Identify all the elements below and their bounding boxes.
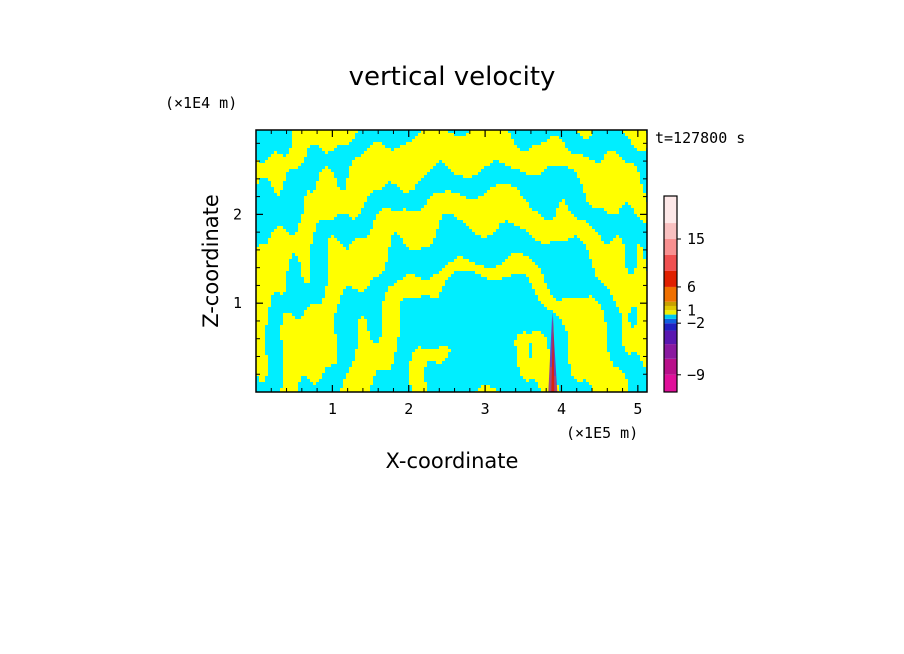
x-axis-label: X-coordinate [386, 449, 519, 473]
colorbar-segment [664, 344, 677, 359]
y-tick-label: 1 [233, 294, 242, 312]
colorbar-segment [664, 196, 677, 224]
chart-title: vertical velocity [349, 62, 556, 92]
colorbar-segment [664, 223, 677, 240]
colorbar-segment [664, 254, 677, 271]
x-tick-label: 1 [328, 400, 337, 418]
colorbar-segment [664, 318, 677, 324]
colorbar-segment [664, 314, 677, 319]
colorbar-tick-label: 1 [687, 301, 696, 319]
colorbar-segment [664, 286, 677, 302]
y-axis-label: Z-coordinate [199, 194, 223, 328]
colorbar-segment [664, 358, 677, 375]
axes: 1 2 3 4 5 1 2 [233, 130, 647, 418]
colorbar: 15 6 1−2 −9 [663, 195, 705, 393]
x-tick-label: 5 [633, 400, 642, 418]
colorbar-tick-label: −2 [687, 314, 705, 332]
negative-velocity-region [256, 130, 647, 392]
colorbar-frame [663, 195, 678, 393]
x-tick-label: 4 [557, 400, 566, 418]
colorbar-tick-label: 15 [687, 230, 705, 248]
y-unit-label: (×1E4 m) [165, 94, 237, 112]
colorbar-segment [664, 310, 677, 315]
colorbar-segment [664, 301, 677, 306]
x-tick-label: 2 [404, 400, 413, 418]
colorbar-segment [664, 270, 677, 287]
colorbar-tick-label: 6 [687, 278, 696, 296]
x-unit-label: (×1E5 m) [566, 424, 638, 442]
colorbar-tick-label: −9 [687, 366, 705, 384]
colorbar-segment [664, 239, 677, 255]
colorbar-segment [664, 305, 677, 311]
colorbar-segment [664, 330, 677, 345]
plume-updraft [551, 316, 555, 392]
colorbar-segment [664, 323, 677, 331]
time-label: t=127800 s [655, 129, 745, 147]
y-tick-label: 2 [233, 205, 242, 223]
heatmap-field [256, 130, 647, 392]
x-tick-label: 3 [481, 400, 490, 418]
plot-frame [255, 129, 648, 393]
colorbar-segment [664, 374, 677, 392]
